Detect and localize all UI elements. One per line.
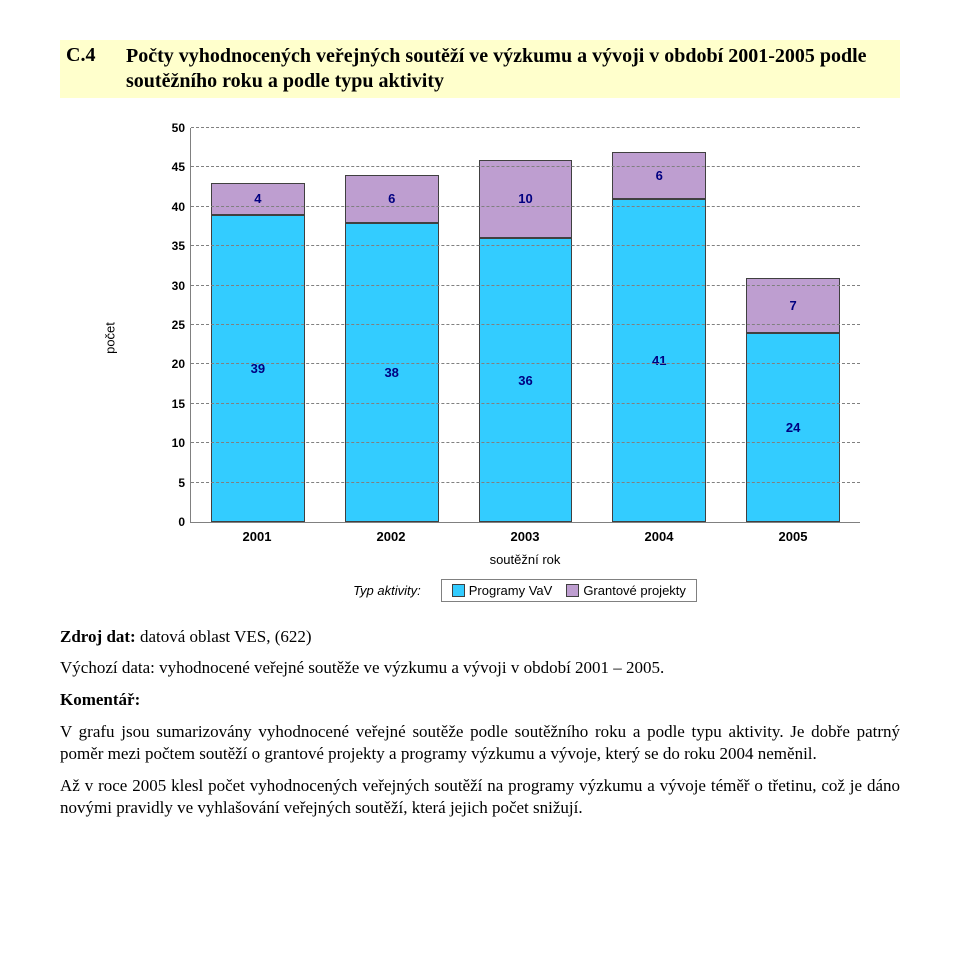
y-tick: 5	[178, 476, 191, 490]
gridline	[191, 482, 860, 483]
legend-item-grantove: Grantové projekty	[566, 583, 686, 598]
legend-row: Typ aktivity: Programy VaV Grantové proj…	[190, 579, 860, 602]
source-text: datová oblast VES, (622)	[136, 627, 312, 646]
gridline	[191, 206, 860, 207]
gridline	[191, 285, 860, 286]
source-line: Zdroj dat: datová oblast VES, (622)	[60, 627, 900, 647]
y-tick: 25	[172, 318, 191, 332]
y-tick: 20	[172, 357, 191, 371]
y-tick: 10	[172, 436, 191, 450]
legend-label-programy: Programy VaV	[469, 583, 553, 598]
y-tick: 45	[172, 160, 191, 174]
bar-slot: 439	[191, 128, 325, 522]
gridline	[191, 403, 860, 404]
komentar-label: Komentář:	[60, 689, 900, 711]
komentar-p1: V grafu jsou sumarizovány vyhodnocené ve…	[60, 721, 900, 765]
y-tick: 15	[172, 397, 191, 411]
bar-stack: 641	[612, 128, 706, 522]
x-tick: 2005	[726, 526, 860, 548]
swatch-grantove	[566, 584, 579, 597]
bar-seg-grantove: 4	[211, 183, 305, 215]
x-tick: 2004	[592, 526, 726, 548]
source-label: Zdroj dat:	[60, 627, 136, 646]
bar-seg-programy: 41	[612, 199, 706, 522]
bar-seg-programy: 39	[211, 215, 305, 522]
bar-slot: 641	[592, 128, 726, 522]
gridline	[191, 442, 860, 443]
legend-title: Typ aktivity:	[353, 583, 421, 598]
x-tick: 2003	[458, 526, 592, 548]
heading-text: Počty vyhodnocených veřejných soutěží ve…	[126, 44, 894, 94]
bar-seg-grantove: 6	[345, 175, 439, 222]
y-tick: 50	[172, 121, 191, 135]
gridline	[191, 166, 860, 167]
gridline	[191, 324, 860, 325]
bar-seg-programy: 38	[345, 223, 439, 522]
vychozi-data: Výchozí data: vyhodnocené veřejné soutěž…	[60, 657, 900, 679]
section-heading: C.4 Počty vyhodnocených veřejných soutěž…	[60, 40, 900, 98]
gridline	[191, 363, 860, 364]
y-tick: 35	[172, 239, 191, 253]
page-root: C.4 Počty vyhodnocených veřejných soutěž…	[0, 0, 960, 870]
heading-number: C.4	[66, 44, 126, 67]
bar-stack: 439	[211, 128, 305, 522]
x-axis-label: soutěžní rok	[190, 552, 860, 567]
chart-frame: počet 4396381036641724 05101520253035404…	[155, 128, 860, 548]
legend-label-grantove: Grantové projekty	[583, 583, 686, 598]
komentar-p2: Až v roce 2005 klesl počet vyhodnocených…	[60, 775, 900, 819]
y-tick: 30	[172, 279, 191, 293]
bar-stack: 724	[746, 128, 840, 522]
legend-box: Programy VaV Grantové projekty	[441, 579, 697, 602]
bar-seg-programy: 36	[479, 238, 573, 522]
bar-seg-grantove: 6	[612, 152, 706, 199]
bar-slot: 1036	[459, 128, 593, 522]
bar-seg-programy: 24	[746, 333, 840, 522]
gridline	[191, 245, 860, 246]
plot-area: 4396381036641724 05101520253035404550	[190, 128, 860, 523]
y-tick: 40	[172, 200, 191, 214]
legend-item-programy: Programy VaV	[452, 583, 553, 598]
bar-slot: 638	[325, 128, 459, 522]
x-tick: 2002	[324, 526, 458, 548]
gridline	[191, 127, 860, 128]
bar-seg-grantove: 10	[479, 160, 573, 239]
bar-slot: 724	[726, 128, 860, 522]
bars-layer: 4396381036641724	[191, 128, 860, 522]
x-ticks: 20012002200320042005	[190, 526, 860, 548]
chart-container: počet 4396381036641724 05101520253035404…	[100, 128, 860, 602]
swatch-programy	[452, 584, 465, 597]
bar-stack: 1036	[479, 128, 573, 522]
bar-stack: 638	[345, 128, 439, 522]
x-tick: 2001	[190, 526, 324, 548]
y-axis-label: počet	[103, 322, 118, 354]
